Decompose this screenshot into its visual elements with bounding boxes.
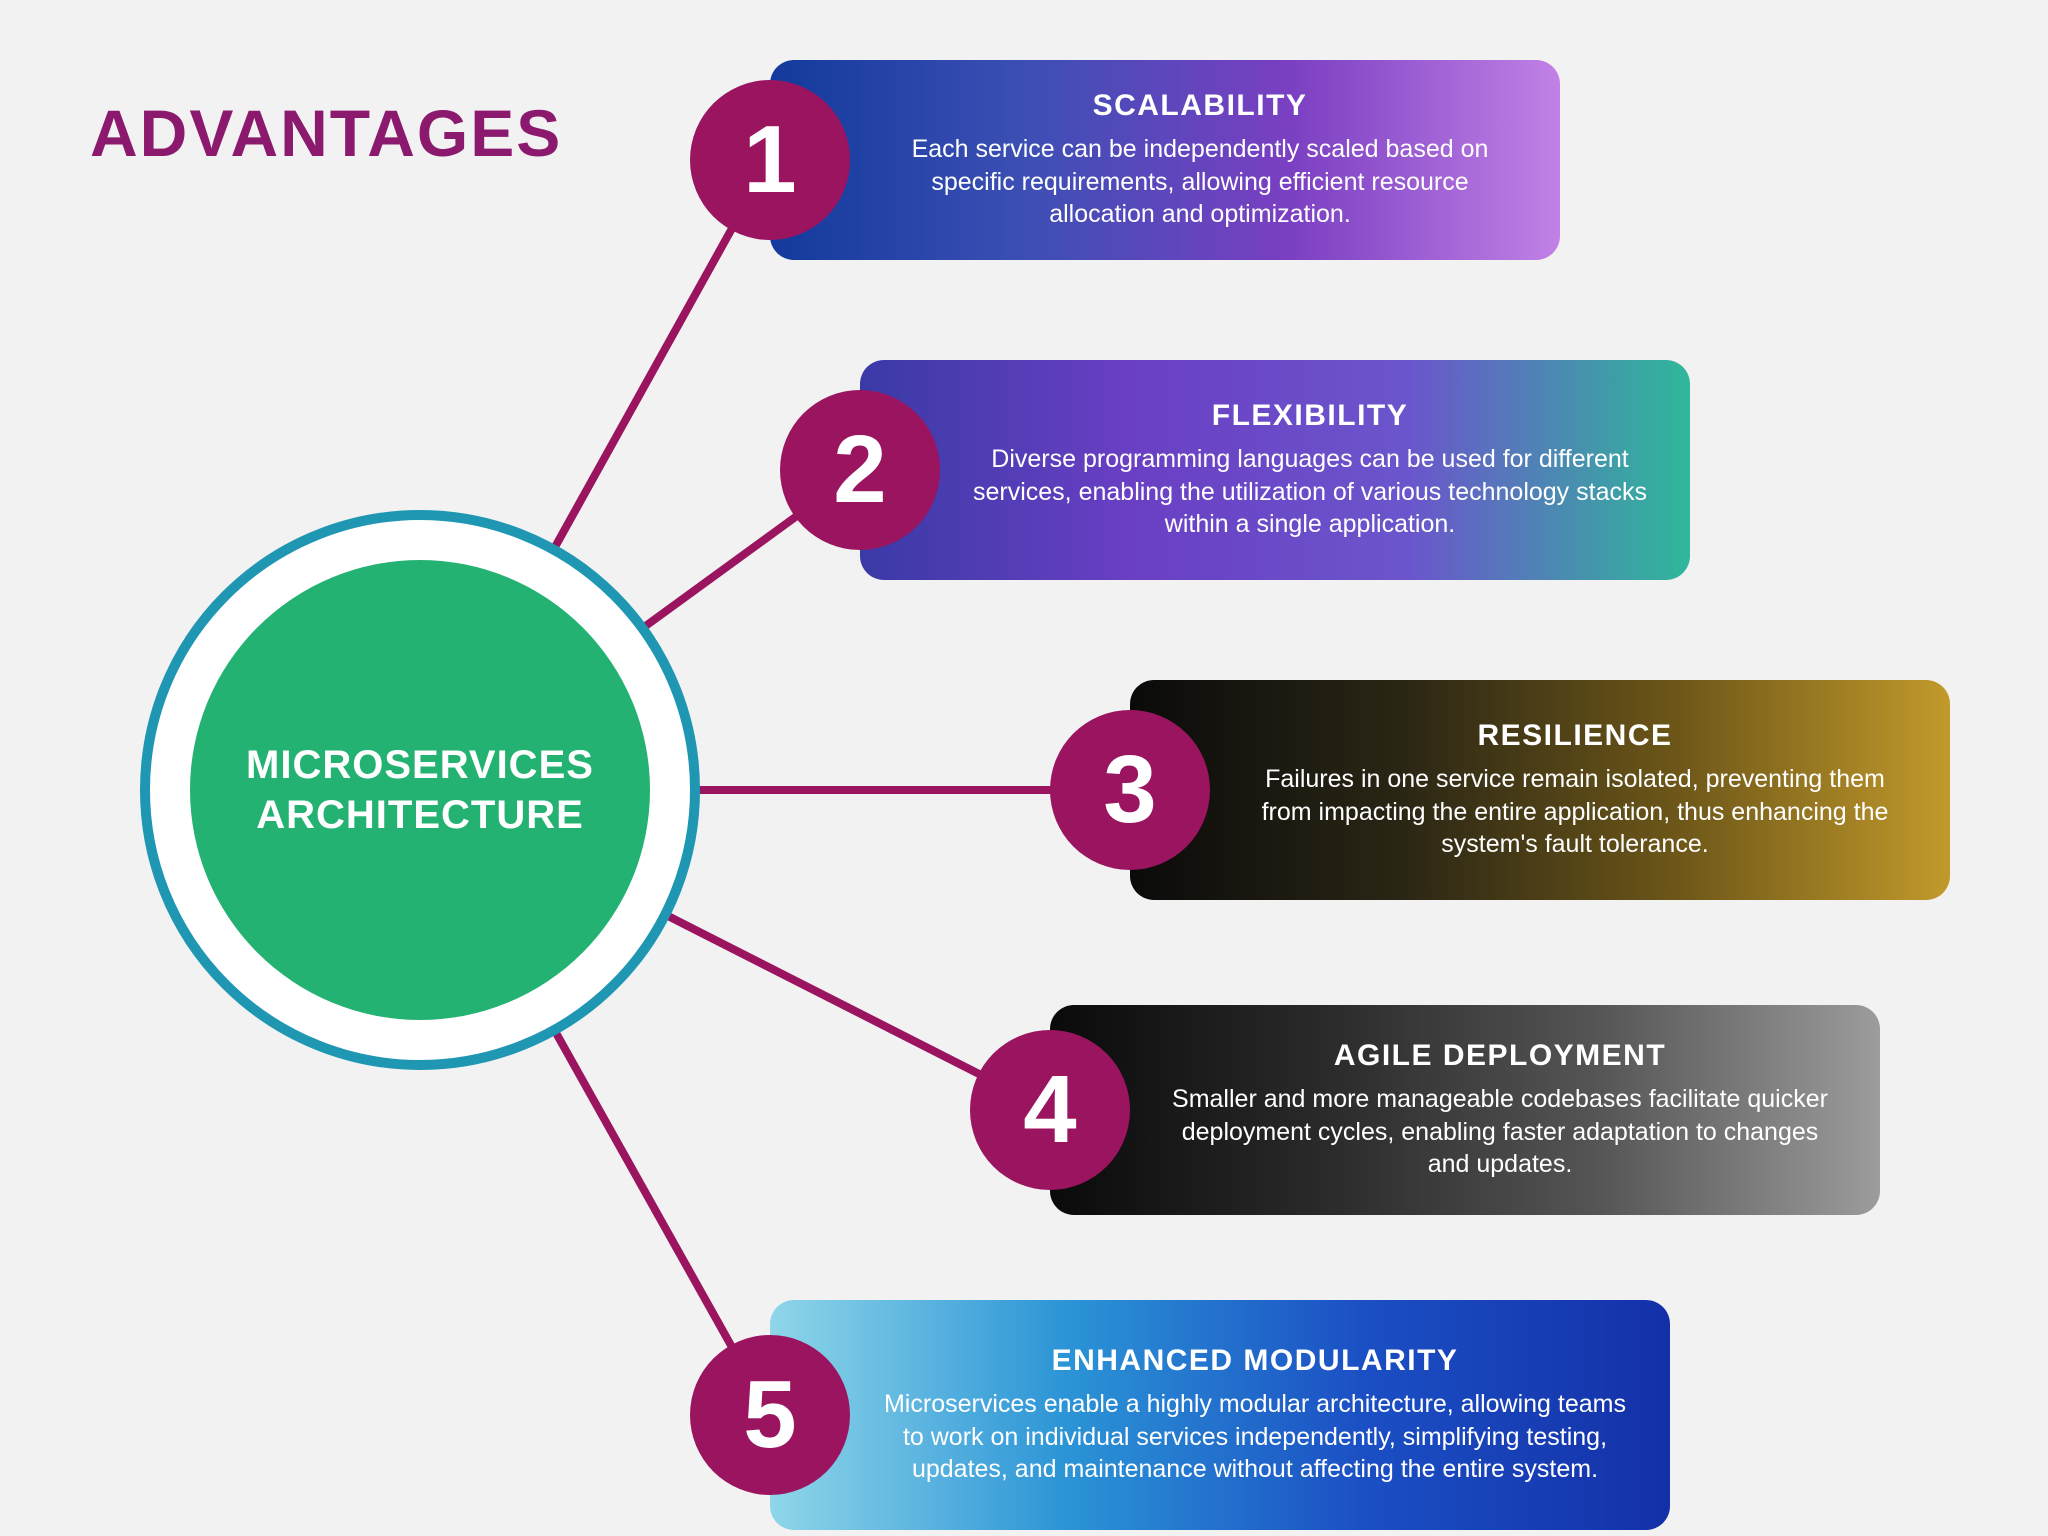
- number-badge: 5: [690, 1335, 850, 1495]
- advantage-title: AGILE DEPLOYMENT: [1334, 1039, 1666, 1073]
- advantage-card: FLEXIBILITY Diverse programming languages…: [860, 360, 1690, 580]
- advantage-description: Each service can be independently scaled…: [880, 133, 1520, 231]
- advantage-card: SCALABILITY Each service can be independe…: [770, 60, 1560, 260]
- advantage-description: Diverse programming languages can be use…: [970, 443, 1650, 541]
- advantage-title: FLEXIBILITY: [1212, 399, 1409, 433]
- advantage-title: RESILIENCE: [1477, 719, 1672, 753]
- advantage-card: AGILE DEPLOYMENT Smaller and more managea…: [1050, 1005, 1880, 1215]
- hub-label: MICROSERVICES ARCHITECTURE: [190, 560, 650, 1020]
- advantage-card: RESILIENCE Failures in one service remain…: [1130, 680, 1950, 900]
- advantage-card: ENHANCED MODULARITY Microservices enable …: [770, 1300, 1670, 1530]
- number-badge: 4: [970, 1030, 1130, 1190]
- advantage-description: Failures in one service remain isolated,…: [1240, 763, 1910, 861]
- number-badge: 1: [690, 80, 850, 240]
- advantage-title: ENHANCED MODULARITY: [1052, 1344, 1459, 1378]
- hub-circle: MICROSERVICES ARCHITECTURE: [140, 510, 700, 1070]
- number-badge: 3: [1050, 710, 1210, 870]
- number-badge: 2: [780, 390, 940, 550]
- advantage-description: Microservices enable a highly modular ar…: [880, 1388, 1630, 1486]
- page-title: ADVANTAGES: [90, 95, 562, 171]
- advantage-description: Smaller and more manageable codebases fa…: [1160, 1083, 1840, 1181]
- advantage-title: SCALABILITY: [1093, 89, 1308, 123]
